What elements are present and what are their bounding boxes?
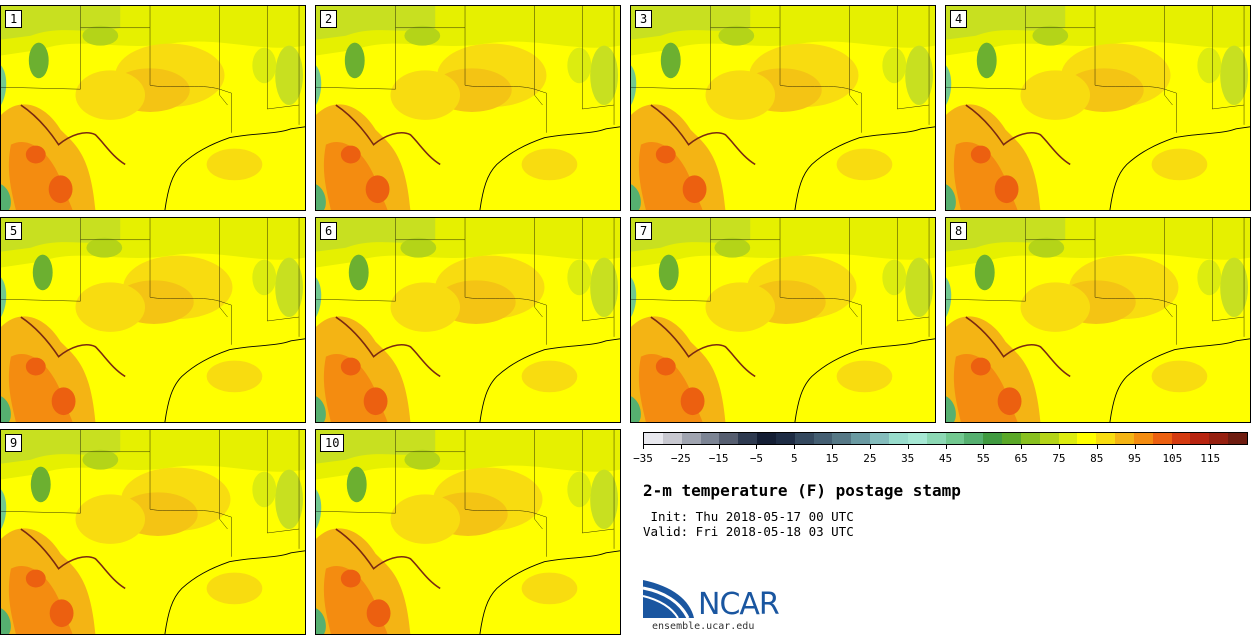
colorbar-swatch: [1020, 433, 1040, 444]
colorbar-swatch: [644, 433, 663, 444]
colorbar-swatch: [832, 433, 852, 444]
colorbar-swatch: [926, 433, 946, 444]
postage-stamp-map: 2: [315, 5, 621, 211]
ncar-logo-icon: [642, 580, 694, 619]
member-number-label: 8: [950, 222, 968, 240]
member-number-label: 2: [320, 10, 338, 28]
colorbar-swatch: [851, 433, 871, 444]
colorbar-swatch: [1228, 433, 1247, 444]
colorbar-tick: [1172, 445, 1174, 449]
colorbar-swatch: [907, 433, 927, 444]
colorbar-tick: [1021, 445, 1023, 449]
colorbar-tick: [643, 445, 644, 449]
colorbar-tick-label: 5: [790, 452, 798, 465]
colorbar-tick-label: 65: [1014, 452, 1028, 465]
ncar-logo-text: NCAR: [698, 587, 780, 622]
postage-stamp-map: 5: [0, 217, 306, 423]
valid-time: Valid: Fri 2018-05-18 03 UTC: [643, 524, 854, 539]
postage-stamp-map: 4: [945, 5, 1251, 211]
colorbar-swatch: [1152, 433, 1172, 444]
colorbar-tick: [869, 445, 871, 449]
colorbar-swatch: [1190, 433, 1210, 444]
postage-stamp-map: 10: [315, 429, 621, 635]
colorbar-tick-label: 15: [825, 452, 839, 465]
postage-stamp-map: 1: [0, 5, 306, 211]
member-number-label: 4: [950, 10, 968, 28]
colorbar-tick: [1058, 445, 1060, 449]
colorbar-swatch: [794, 433, 814, 444]
colorbar-swatch: [1209, 433, 1229, 444]
colorbar-swatch: [1115, 433, 1134, 444]
colorbar-tick-label: 95: [1127, 452, 1142, 465]
colorbar-swatch: [1039, 433, 1059, 444]
colorbar-swatch: [738, 433, 758, 444]
colorbar-tick-label: 85: [1090, 452, 1104, 465]
postage-stamp-map: 7: [630, 217, 936, 423]
colorbar-swatch: [813, 433, 833, 444]
member-number-label: 3: [635, 10, 653, 28]
colorbar-tick-label: −25: [670, 452, 691, 465]
colorbar-tick: [983, 445, 985, 449]
colorbar-swatch: [700, 433, 720, 444]
colorbar-swatch: [719, 433, 739, 444]
colorbar-tick-label: 55: [976, 452, 990, 465]
colorbar-swatch: [888, 433, 908, 444]
colorbar-tick: [794, 445, 796, 449]
colorbar-swatch: [1002, 433, 1021, 444]
member-number-label: 9: [5, 434, 23, 452]
site-url: ensemble.ucar.edu: [652, 621, 755, 632]
postage-stamp-map: 6: [315, 217, 621, 423]
member-number-label: 10: [320, 434, 345, 452]
colorbar-swatch: [757, 433, 776, 444]
colorbar-tick: [907, 445, 909, 449]
colorbar-tick: [680, 445, 682, 449]
colorbar-tick-label: 105: [1162, 452, 1183, 465]
colorbar-tick: [756, 445, 758, 449]
colorbar-swatch: [1058, 433, 1078, 444]
colorbar-swatch: [1096, 433, 1116, 444]
colorbar-tick-label: 45: [938, 452, 953, 465]
colorbar-tick: [832, 445, 834, 449]
colorbar-tick: [718, 445, 720, 449]
colorbar-swatch: [1133, 433, 1153, 444]
colorbar-swatch: [1171, 433, 1191, 444]
postage-stamp-map: 9: [0, 429, 306, 635]
colorbar-tick: [1096, 445, 1098, 449]
member-number-label: 6: [320, 222, 338, 240]
member-number-label: 7: [635, 222, 653, 240]
colorbar-tick: [1210, 445, 1212, 449]
colorbar-tick-label: −15: [708, 452, 729, 465]
colorbar-swatch: [681, 433, 701, 444]
colorbar-tick-label: −5: [749, 452, 764, 465]
colorbar-tick-label: 25: [863, 452, 877, 465]
member-number-label: 5: [5, 222, 23, 240]
colorbar-tick-label: 35: [901, 452, 915, 465]
colorbar-tick-label: −35: [633, 452, 653, 465]
plot-title: 2-m temperature (F) postage stamp: [643, 481, 961, 500]
colorbar-ticks: −35 −25 −15 −5 5 15 25 35 45 55 65 75 85 95 105 115: [633, 445, 1248, 467]
colorbar-swatch: [662, 433, 682, 444]
colorbar-swatch: [964, 433, 984, 444]
postage-stamp-map: 8: [945, 217, 1251, 423]
colorbar-swatch: [870, 433, 889, 444]
colorbar-swatch: [983, 433, 1003, 444]
colorbar-swatch: [1077, 433, 1097, 444]
colorbar-tick: [1134, 445, 1136, 449]
colorbar-swatch: [945, 433, 965, 444]
colorbar-swatch: [775, 433, 795, 444]
init-time: Init: Thu 2018-05-17 00 UTC: [643, 509, 854, 524]
colorbar-tick: [945, 445, 947, 449]
member-number-label: 1: [5, 10, 23, 28]
postage-stamp-map: 3: [630, 5, 936, 211]
temperature-colorbar: [643, 432, 1248, 445]
colorbar-tick-label: 115: [1200, 452, 1221, 465]
colorbar-tick-label: 75: [1052, 452, 1066, 465]
